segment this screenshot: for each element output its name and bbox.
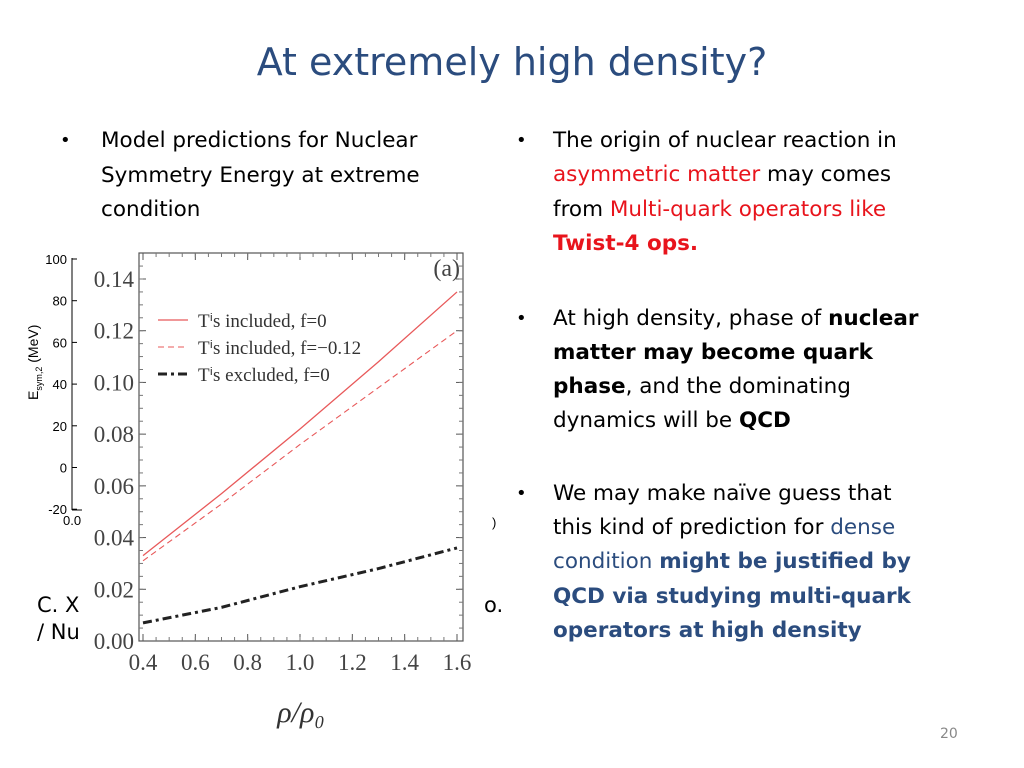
highlight-text: Multi-quark operators like (609, 197, 887, 222)
x-tick-label: 1.0 (286, 650, 315, 675)
legend-label: Tⁱs excluded, f=0 (198, 365, 330, 386)
x-axis-label: ρ/ρ₀ (276, 696, 325, 729)
right-text-line: this kind of prediction for dense (553, 513, 895, 543)
text: The origin of nuclear reaction in (553, 128, 897, 153)
right-text-line: asymmetric matter may comes (553, 160, 891, 190)
series-line-2 (142, 330, 458, 562)
bg-y-tick-label: 100 (45, 252, 67, 267)
citation-fragment: C. X (37, 593, 80, 617)
right-text-line: matter may become quark (553, 338, 873, 368)
series-line-1 (142, 291, 458, 557)
x-tick-label: 1.6 (443, 650, 472, 675)
right-text-line: condition might be justified by (553, 547, 911, 577)
slide-title: At extremely high density? (256, 40, 768, 84)
bg-y-tick-label: 20 (53, 419, 67, 434)
right-text-line: dynamics will be QCD (553, 406, 791, 436)
bold-text: matter may become quark (553, 340, 873, 365)
y-tick-label: 0.12 (94, 319, 134, 344)
right-text-line: operators at high density (553, 616, 862, 646)
text: from (553, 197, 610, 222)
right-text-line: We may make naïve guess that (553, 479, 892, 509)
text: , and the dominating (625, 374, 851, 399)
right-text-line: phase, and the dominating (553, 372, 851, 402)
bullet-marker: • (516, 130, 527, 151)
bg-fragment: ) (492, 515, 496, 530)
right-text-line: At high density, phase of nuclear (553, 304, 919, 334)
page-number: 20 (940, 726, 958, 742)
x-tick-label: 0.8 (233, 650, 262, 675)
text: dynamics will be (553, 408, 739, 433)
bg-y-tick-label: 0 (60, 461, 67, 476)
series-line-3 (142, 546, 458, 625)
right-text-line: Twist-4 ops. (553, 229, 698, 259)
highlight-text: might be justified by (659, 549, 911, 574)
bg-x-tick-label: 0.0 (63, 513, 81, 528)
right-text-line: QCD via studying multi-quark (553, 582, 911, 612)
bg-y-tick-label: 40 (53, 377, 67, 392)
text: this kind of prediction for (553, 515, 831, 540)
highlight-text: Twist-4 ops. (553, 231, 699, 256)
citation-fragment: / Nu (37, 620, 80, 644)
highlight-text: condition (553, 549, 660, 574)
bold-text: QCD (739, 408, 791, 433)
text: At high density, phase of (553, 306, 829, 331)
chart-background (82, 250, 480, 725)
y-tick-label: 0.04 (94, 526, 135, 551)
text: may comes (760, 162, 892, 187)
bullet-marker: • (516, 308, 527, 329)
panel-label: (a) (433, 256, 460, 282)
y-tick-label: 0.02 (94, 577, 134, 602)
bg-y-tick-label: 80 (53, 294, 67, 309)
left-text-line: Symmetry Energy at extreme (101, 163, 420, 188)
citation-fragment: o. (484, 593, 504, 617)
y-tick-label: 0.14 (94, 267, 135, 292)
right-text-line: The origin of nuclear reaction in (553, 126, 897, 156)
bg-y-tick-label: 60 (53, 335, 67, 350)
bold-text: phase (553, 374, 626, 399)
left-text-line: condition (101, 197, 201, 222)
highlight-text: dense (830, 515, 896, 540)
bg-y-tick-label: -20 (48, 502, 67, 517)
x-tick-label: 1.2 (338, 650, 367, 675)
bullet-marker: • (516, 483, 527, 504)
legend-label: Tⁱs included, f=−0.12 (198, 338, 361, 359)
left-text-line: Model predictions for Nuclear (101, 128, 418, 153)
bullet-marker: • (60, 130, 71, 151)
right-text-line: from Multi-quark operators like (553, 195, 886, 225)
bold-text: nuclear (828, 306, 919, 331)
y-tick-label: 0.00 (94, 629, 134, 654)
highlight-text: asymmetric matter (553, 162, 761, 187)
x-tick-label: 0.6 (181, 650, 210, 675)
bg-y-axis-label: Esym,2 (MeV) (25, 325, 44, 400)
y-tick-label: 0.08 (94, 422, 134, 447)
x-tick-label: 0.4 (129, 650, 158, 675)
legend-label: Tⁱs included, f=0 (198, 311, 327, 332)
text: We may make naïve guess that (553, 481, 892, 506)
x-tick-label: 1.4 (390, 650, 419, 675)
y-tick-label: 0.10 (94, 370, 134, 395)
y-tick-label: 0.06 (94, 474, 134, 499)
highlight-text: operators at high density (553, 618, 862, 643)
highlight-text: QCD via studying multi-quark (553, 584, 911, 609)
